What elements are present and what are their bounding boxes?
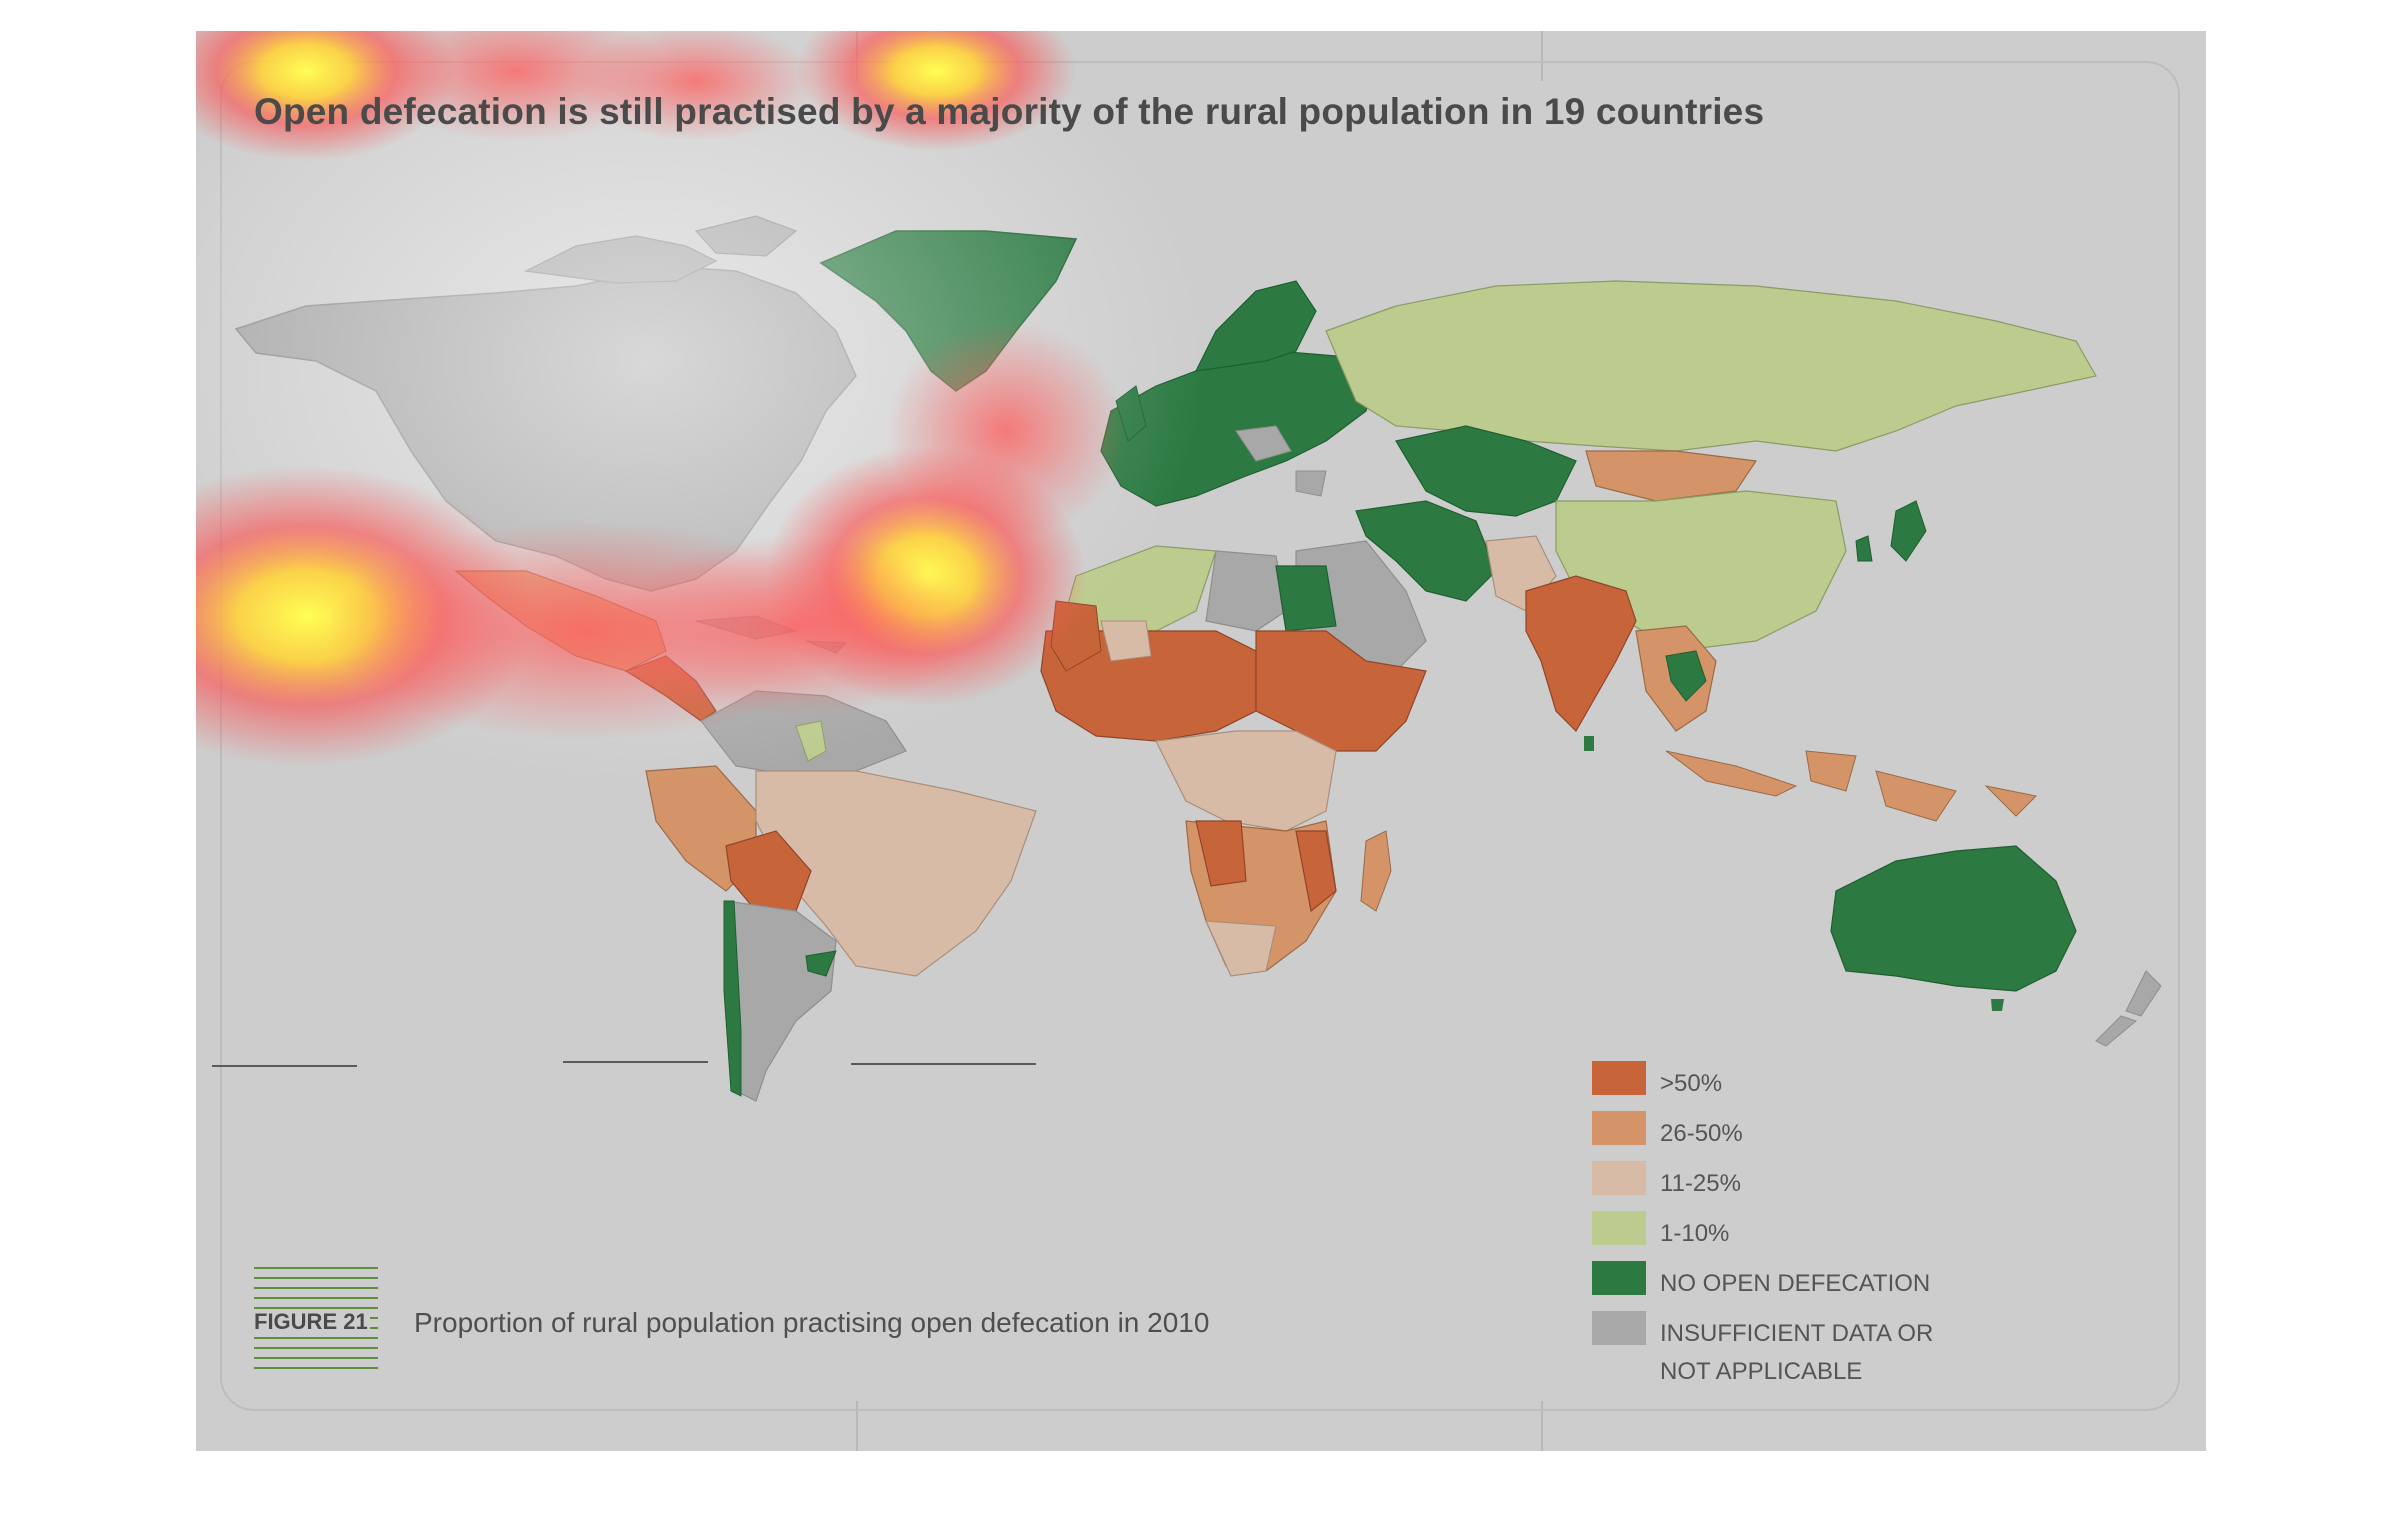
region-south-africa <box>1205 920 1277 977</box>
region-chile <box>723 900 742 1097</box>
region-new-zealand <box>2095 970 2162 1047</box>
world-choropleth-map <box>212 215 2162 1102</box>
legend-label: NO OPEN DEFECATION <box>1660 1270 1931 1297</box>
legend-swatch <box>1592 1161 1646 1195</box>
legend-swatch <box>1592 1211 1646 1245</box>
region-sudan-horn <box>1255 630 1427 752</box>
page-fold-mark <box>1541 31 1543 81</box>
region-india <box>1525 575 1637 732</box>
region-mongolia <box>1585 450 1758 502</box>
region-north-america <box>234 266 857 592</box>
region-libya <box>1205 550 1287 632</box>
region-uruguay <box>805 950 837 977</box>
region-greenland <box>819 230 1078 392</box>
decorative-line <box>254 1277 378 1279</box>
region-central-america <box>624 655 717 722</box>
divider-rule <box>851 1063 1036 1065</box>
decorative-line <box>254 1357 378 1359</box>
decorative-line <box>254 1287 378 1289</box>
region-indonesia <box>1665 750 2038 822</box>
figure-caption: Proportion of rural population practisin… <box>414 1307 1210 1338</box>
legend-label: 11-25% <box>1660 1170 1741 1197</box>
legend-label: 26-50% <box>1660 1120 1743 1147</box>
legend-label: >50% <box>1660 1070 1723 1097</box>
region-southern-cone <box>725 900 837 1102</box>
divider-rule <box>212 1065 357 1067</box>
page-fold-mark <box>856 1401 858 1451</box>
decorative-line <box>254 1367 378 1369</box>
legend-swatch <box>1592 1261 1646 1295</box>
region-thailand <box>1665 650 1707 702</box>
region-canada-islands <box>523 215 798 284</box>
figure-number-block: FIGURE 21 <box>254 1267 378 1379</box>
figure-page: Open defecation is still practised by a … <box>196 31 2206 1451</box>
region-europe-grey <box>1235 425 1327 497</box>
region-scandinavia <box>1194 280 1317 372</box>
divider-rule <box>563 1061 708 1063</box>
region-middle-east-green <box>1355 500 1497 602</box>
decorative-line <box>254 1347 378 1349</box>
decorative-line <box>254 1267 378 1269</box>
region-caribbean <box>695 615 848 654</box>
region-russia <box>1325 280 2097 452</box>
region-madagascar <box>1360 830 1392 912</box>
page-fold-mark <box>1541 1401 1543 1451</box>
region-japan <box>1855 500 1927 562</box>
legend-swatch <box>1592 1311 1646 1345</box>
decorative-line <box>254 1297 378 1299</box>
region-angola <box>1195 820 1247 887</box>
region-egypt <box>1275 565 1337 632</box>
legend-swatch <box>1592 1111 1646 1145</box>
region-sri-lanka <box>1584 736 1594 751</box>
figure-number: FIGURE 21 <box>254 1309 370 1335</box>
figure-title: Open defecation is still practised by a … <box>254 91 1765 132</box>
legend-label: INSUFFICIENT DATA OR <box>1660 1320 1934 1347</box>
region-mozambique <box>1295 830 1337 913</box>
region-australia <box>1830 845 2077 992</box>
legend-swatch <box>1592 1061 1646 1095</box>
legend-label: 1-10% <box>1660 1220 1730 1247</box>
decorative-line <box>254 1307 378 1309</box>
legend-label-line2: NOT APPLICABLE <box>1660 1358 1863 1385</box>
region-central-africa <box>1155 730 1337 832</box>
region-tasmania <box>1991 999 2004 1011</box>
decorative-line <box>254 1337 378 1339</box>
